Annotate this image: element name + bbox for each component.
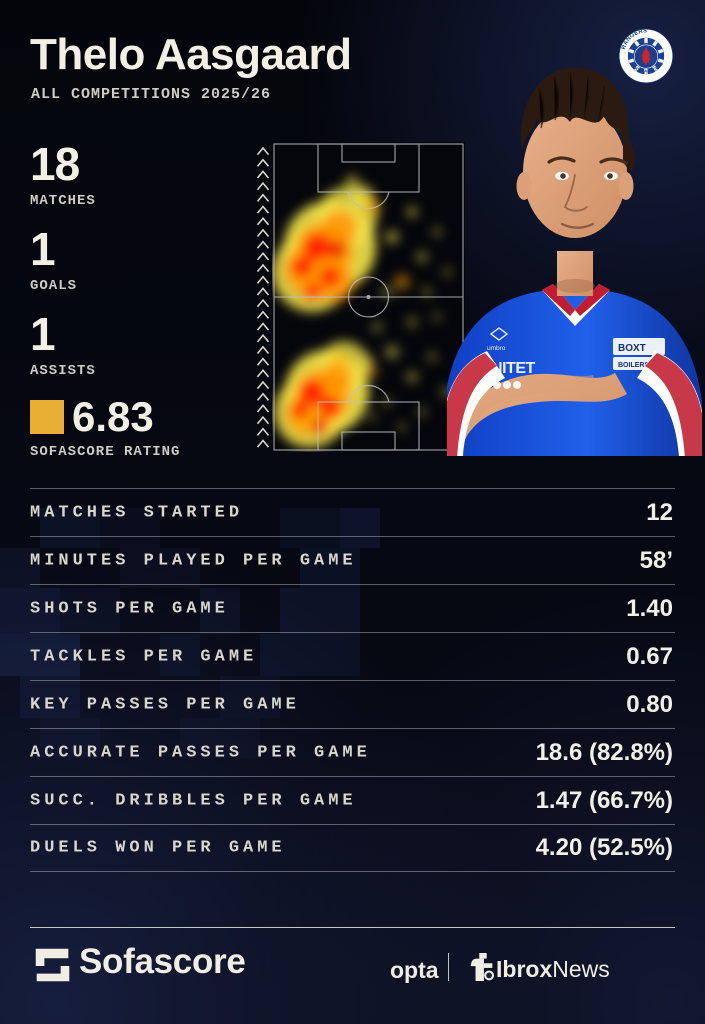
svg-text:BOXT: BOXT [618,343,646,354]
svg-text:umbro: umbro [487,345,506,352]
